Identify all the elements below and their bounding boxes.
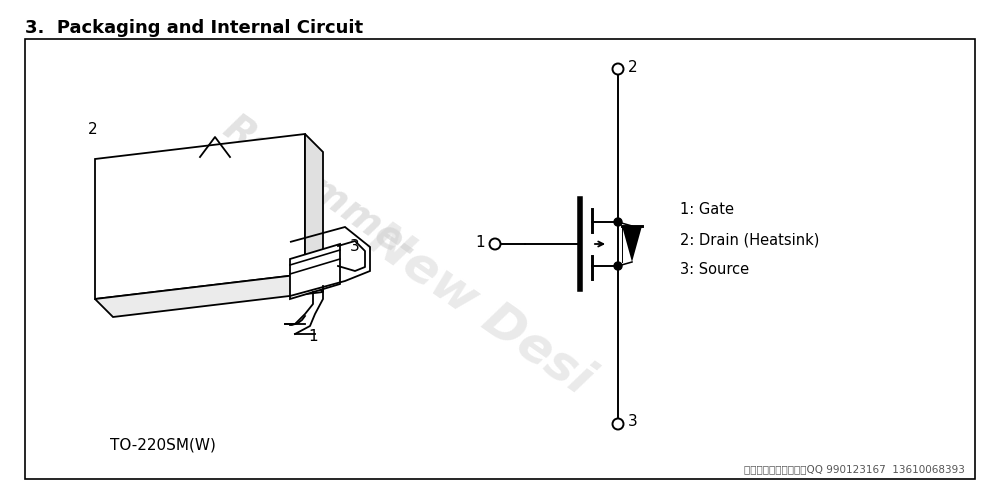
Polygon shape [95,274,323,317]
Text: 3.  Packaging and Internal Circuit: 3. Packaging and Internal Circuit [25,19,363,37]
Text: 2: Drain (Heatsink): 2: Drain (Heatsink) [680,232,819,247]
Polygon shape [95,134,305,299]
Text: 东芝代理，大量现货；QQ 990123167  13610068393: 东芝代理，大量现货；QQ 990123167 13610068393 [744,464,965,474]
Text: 2: 2 [628,59,638,74]
Circle shape [614,218,622,226]
Bar [25,39,975,479]
Text: 3: 3 [350,239,360,254]
Text: 1: 1 [475,235,485,250]
Text: 2: 2 [88,122,98,137]
Text: 1: 1 [308,329,318,344]
Text: 1: Gate: 1: Gate [680,202,734,217]
Polygon shape [622,226,642,262]
Text: 3: 3 [628,415,638,430]
Polygon shape [290,244,340,299]
Circle shape [490,239,501,250]
Text: TO-220SM(W): TO-220SM(W) [110,437,216,452]
Polygon shape [305,134,323,292]
Text: Recomme-: Recomme- [216,108,424,270]
Text: 3: Source: 3: Source [680,262,749,277]
Circle shape [612,419,624,430]
Circle shape [614,262,622,270]
Text: New Desi: New Desi [359,214,601,404]
Circle shape [612,63,624,74]
